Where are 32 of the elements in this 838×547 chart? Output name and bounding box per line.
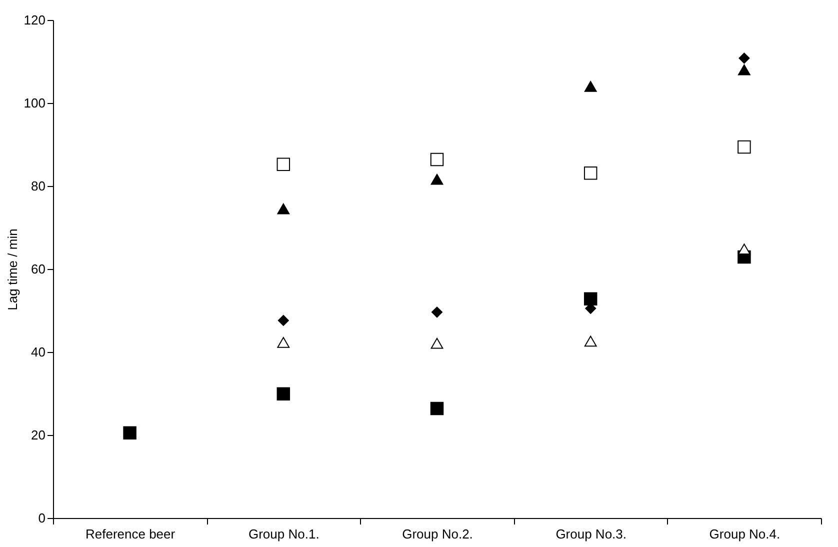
y-axis-title: Lag time / min <box>4 228 20 310</box>
x-tick-label: Group No.2. <box>402 526 473 542</box>
point <box>432 306 442 318</box>
point <box>278 314 289 326</box>
y-tick-label: 20 <box>31 428 46 442</box>
x-tick-label: Group No.1. <box>248 526 320 542</box>
point <box>430 174 444 185</box>
point <box>430 152 444 166</box>
y-tick-label: 120 <box>24 12 46 28</box>
y-tick-label: 60 <box>31 262 46 276</box>
point <box>430 402 444 416</box>
y-tick-label: 40 <box>31 344 46 360</box>
point <box>738 244 750 255</box>
y-tick-label: 80 <box>31 178 46 194</box>
point <box>738 64 750 76</box>
point <box>738 52 750 64</box>
x-tick-label: Group No.4. <box>709 526 780 542</box>
point <box>584 80 597 92</box>
point <box>584 336 597 347</box>
point <box>123 426 136 440</box>
point <box>584 292 598 306</box>
point <box>430 338 444 349</box>
point <box>277 337 290 348</box>
y-tick-label: 100 <box>24 96 46 110</box>
point <box>584 166 598 180</box>
point <box>738 140 751 154</box>
y-tick-label: 0 <box>38 510 46 526</box>
point <box>276 387 290 401</box>
point <box>277 203 290 214</box>
x-tick-label: Group No.3. <box>556 526 627 542</box>
x-tick-label: Reference beer <box>85 526 176 542</box>
point <box>276 158 290 172</box>
